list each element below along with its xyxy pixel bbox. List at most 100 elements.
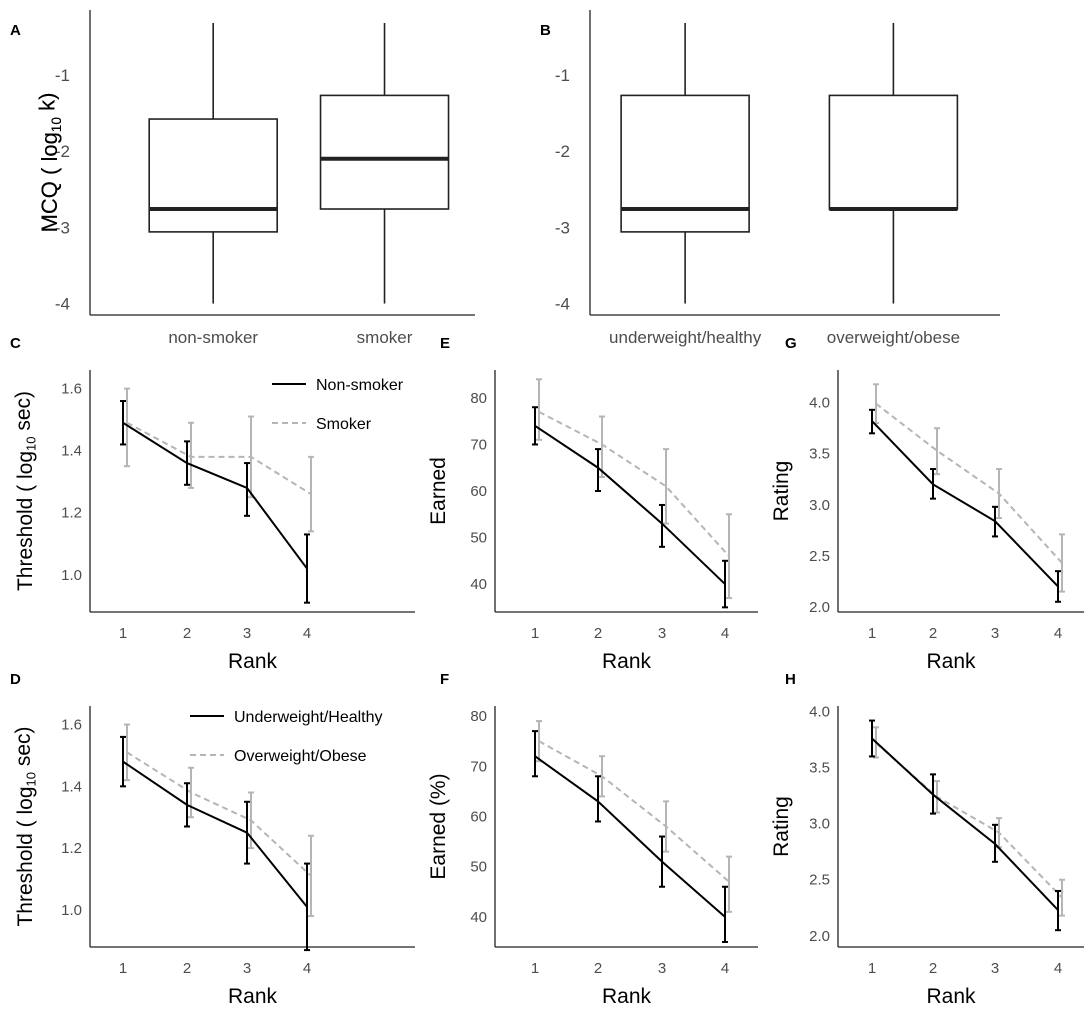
axis-title-y: Rating bbox=[770, 796, 793, 857]
x-tick-label: 2 bbox=[183, 625, 191, 642]
series-smoker bbox=[873, 383, 1065, 593]
panel-b: B -4 -3 -2 -1 MCQ ( log10 k) underweight/healt… bbox=[35, 10, 1000, 347]
box-underweight-healthy: underweight/healthy bbox=[609, 22, 762, 347]
axis-title-y: Threshold ( log10 sec) bbox=[12, 391, 39, 591]
series-line bbox=[534, 425, 726, 585]
error-bar bbox=[930, 773, 936, 815]
axis-title-part: sec) bbox=[12, 391, 35, 437]
error-bar bbox=[188, 421, 194, 489]
y-tick-label: 40 bbox=[470, 909, 487, 926]
error-bar bbox=[873, 383, 879, 425]
y-tick-label: -4 bbox=[55, 295, 70, 314]
y-tick-label: 3.0 bbox=[809, 497, 830, 514]
error-bar bbox=[1055, 889, 1061, 932]
error-bar bbox=[722, 559, 728, 609]
panel-e: E 40 50 60 70 80 1 2 3 4 Rank Earned bbox=[427, 335, 758, 673]
axis-title-part: MCQ ( log bbox=[37, 132, 62, 232]
x-tick-label: 4 bbox=[1054, 625, 1062, 642]
axis-title-x: Rank bbox=[926, 650, 976, 673]
y-tick-label: 1.0 bbox=[61, 567, 82, 584]
axis-title-subscript: 10 bbox=[49, 117, 64, 133]
y-tick-label: -4 bbox=[555, 295, 570, 314]
error-bar bbox=[930, 468, 936, 500]
axis-title-y: Threshold ( log10 sec) bbox=[12, 726, 39, 926]
y-tick-label: -1 bbox=[55, 66, 70, 85]
series-smoker bbox=[536, 378, 732, 600]
y-tick-label: 1.6 bbox=[61, 381, 82, 398]
axis-title-x: Rank bbox=[228, 985, 278, 1008]
error-bar bbox=[659, 503, 665, 548]
y-tick-label: 3.5 bbox=[809, 760, 830, 777]
x-tick-label: 2 bbox=[594, 625, 602, 642]
x-tick-label: 3 bbox=[991, 960, 999, 977]
series-line bbox=[126, 421, 312, 495]
y-tick-label: 60 bbox=[470, 808, 487, 825]
y-tick-label: 1.4 bbox=[61, 443, 82, 460]
x-tick-label: 4 bbox=[303, 625, 311, 642]
y-tick-label: 80 bbox=[470, 708, 487, 725]
error-bar bbox=[996, 817, 1002, 849]
legend: Underweight/Healthy Overweight/Obese bbox=[190, 709, 383, 765]
axis-title-x: Rank bbox=[926, 985, 976, 1008]
panel-letter: F bbox=[440, 671, 449, 688]
panel-letter: C bbox=[10, 335, 21, 352]
series-overweight-obese bbox=[124, 723, 314, 918]
axis-title-subscript: 10 bbox=[24, 436, 39, 450]
error-bar bbox=[304, 533, 310, 604]
box-iqr bbox=[319, 94, 450, 210]
series-non-smoker bbox=[869, 408, 1061, 603]
axis-title-part: Threshold ( log bbox=[14, 786, 37, 926]
box-iqr bbox=[828, 94, 959, 210]
series-line bbox=[126, 751, 312, 877]
legend: Non-smoker Smoker bbox=[272, 377, 404, 433]
axis-title-part: k) bbox=[35, 93, 60, 117]
x-tick-label: 1 bbox=[119, 625, 127, 642]
x-tick-label: 3 bbox=[243, 625, 251, 642]
x-tick-label: non-smoker bbox=[168, 328, 258, 347]
axis-title-subscript: 10 bbox=[24, 772, 39, 786]
error-bar bbox=[536, 378, 542, 441]
series-line bbox=[122, 760, 308, 908]
x-tick-label: 1 bbox=[531, 960, 539, 977]
x-tick-label: 3 bbox=[991, 625, 999, 642]
series-non-smoker bbox=[120, 400, 310, 604]
x-tick-label: 4 bbox=[721, 625, 729, 642]
series-underweight-healthy bbox=[532, 730, 728, 943]
x-tick-label: 4 bbox=[721, 960, 729, 977]
legend-label: Underweight/Healthy bbox=[234, 709, 383, 726]
series-underweight-healthy bbox=[869, 719, 1061, 932]
series-overweight-obese bbox=[536, 720, 732, 913]
y-tick-label: 1.2 bbox=[61, 840, 82, 857]
axis-title-part: MCQ ( log bbox=[37, 132, 62, 232]
panel-letter: G bbox=[785, 335, 797, 352]
error-bar bbox=[934, 427, 940, 476]
axis-title-x: Rank bbox=[602, 985, 652, 1008]
error-bar bbox=[120, 400, 126, 446]
series-line bbox=[875, 402, 1063, 564]
x-tick-label: 2 bbox=[929, 960, 937, 977]
box-iqr bbox=[620, 94, 750, 233]
y-tick-label: 40 bbox=[470, 576, 487, 593]
error-bar bbox=[124, 723, 130, 782]
error-bar bbox=[184, 782, 190, 828]
panel-a: A -4 -3 -2 -1 MCQ ( log10 k) non-smoker smoker bbox=[10, 10, 475, 347]
y-tick-label: 4.0 bbox=[809, 395, 830, 412]
y-tick-label: 2.0 bbox=[809, 599, 830, 616]
error-bar bbox=[869, 719, 875, 758]
axis-title-y: Rating bbox=[770, 461, 793, 522]
y-tick-label: 3.0 bbox=[809, 816, 830, 833]
error-bar bbox=[124, 387, 130, 468]
axis-title-part: Threshold ( log bbox=[14, 451, 37, 591]
error-bar bbox=[992, 505, 998, 538]
series-line bbox=[538, 740, 730, 883]
x-tick-label: 1 bbox=[868, 960, 876, 977]
error-bar bbox=[722, 885, 728, 943]
error-bar bbox=[663, 448, 669, 525]
error-bar bbox=[595, 448, 601, 492]
error-bar bbox=[595, 775, 601, 823]
box-smoker: smoker bbox=[319, 22, 450, 347]
y-tick-label: 50 bbox=[470, 859, 487, 876]
axis-title-y: MCQ ( log10 k) bbox=[35, 93, 64, 233]
error-bar bbox=[992, 823, 998, 863]
panel-letter: D bbox=[10, 671, 21, 688]
